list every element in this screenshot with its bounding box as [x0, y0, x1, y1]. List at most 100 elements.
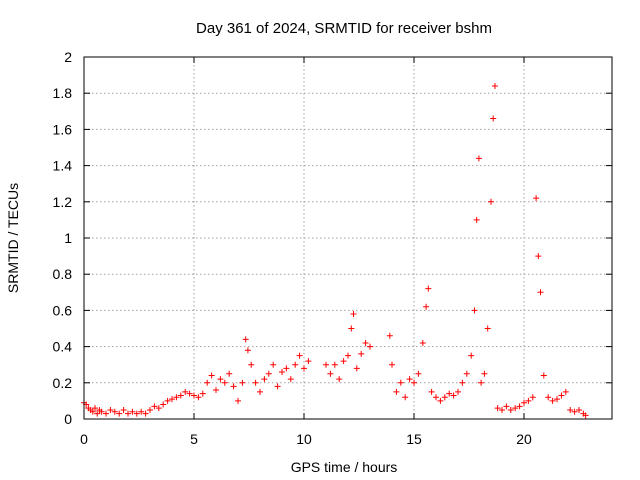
data-point: [270, 361, 277, 368]
data-point: [239, 379, 246, 386]
x-tick-labels: 0 5 10 15 20: [80, 431, 532, 447]
data-point: [89, 408, 96, 415]
data-point: [195, 394, 202, 401]
data-point: [367, 343, 373, 350]
data-point: [488, 198, 494, 205]
data-point: [386, 332, 393, 339]
data-point: [221, 379, 228, 386]
y-tick-label: 1.2: [53, 194, 73, 210]
data-point: [340, 358, 347, 365]
data-point: [428, 388, 435, 395]
x-tick-label: 20: [516, 431, 532, 447]
data-point: [244, 347, 251, 354]
data-point: [406, 376, 413, 383]
data-point: [125, 410, 131, 417]
data-point: [554, 396, 560, 403]
data-point: [323, 361, 329, 368]
data-point: [362, 339, 369, 346]
data-point: [274, 383, 281, 390]
data-point: [107, 406, 114, 413]
data-point: [296, 352, 303, 359]
data-point: [512, 405, 519, 412]
data-point: [423, 303, 430, 310]
y-tick-labels: 0 0.2 0.4 0.6 0.8 1 1.2 1.4 1.6 1.8 2: [53, 49, 73, 427]
data-point: [133, 410, 140, 417]
data-point: [305, 358, 312, 365]
axis-ticks: [83, 56, 612, 420]
data-point: [468, 352, 475, 359]
data-point: [582, 412, 589, 419]
data-point: [484, 325, 491, 332]
data-point: [402, 394, 409, 401]
data-point: [261, 376, 268, 383]
data-point: [92, 405, 98, 412]
data-point: [257, 388, 263, 395]
data-point: [411, 379, 417, 386]
y-tick-label: 0.4: [53, 339, 73, 355]
data-point: [204, 379, 211, 386]
y-tick-label: 0.6: [53, 302, 73, 318]
data-point: [499, 406, 505, 413]
data-point: [459, 379, 466, 386]
data-point: [208, 372, 215, 379]
data-point: [98, 408, 105, 415]
data-point: [529, 394, 536, 401]
data-point: [248, 361, 255, 368]
data-point: [155, 405, 162, 412]
y-tick-label: 1.4: [53, 158, 73, 174]
y-tick-label: 0: [64, 411, 72, 427]
data-point: [491, 82, 498, 89]
data-point: [138, 408, 145, 415]
data-point: [503, 403, 510, 410]
data-point: [331, 361, 338, 368]
grid-lines: [84, 57, 612, 419]
data-point: [217, 376, 224, 383]
data-point: [415, 370, 422, 377]
data-point: [160, 401, 167, 408]
data-point: [252, 379, 259, 386]
data-point: [336, 376, 343, 383]
data-point: [265, 370, 272, 377]
data-point: [419, 339, 426, 346]
data-point: [545, 394, 552, 401]
data-point: [475, 155, 482, 162]
data-point: [350, 311, 357, 318]
data-point: [120, 406, 127, 413]
data-point: [393, 388, 400, 395]
data-point: [433, 394, 439, 401]
data-point: [450, 392, 457, 399]
data-point: [191, 392, 197, 399]
data-point: [287, 376, 294, 383]
data-point: [455, 388, 461, 395]
data-point: [558, 392, 565, 399]
data-point: [358, 350, 365, 357]
data-point: [348, 325, 355, 332]
data-point: [182, 388, 189, 395]
y-tick-label: 2: [64, 49, 72, 65]
y-tick-label: 1.8: [53, 85, 73, 101]
data-point: [94, 410, 101, 417]
data-point: [516, 403, 523, 410]
data-point: [567, 406, 574, 413]
x-tick-label: 0: [80, 431, 88, 447]
data-point: [164, 397, 171, 404]
data-point: [353, 365, 360, 372]
data-point: [283, 365, 290, 372]
chart-title: Day 361 of 2024, SRMTID for receiver bsh…: [196, 20, 492, 37]
data-point: [169, 396, 175, 403]
data-point: [473, 216, 480, 223]
x-tick-label: 5: [190, 431, 198, 447]
y-tick-label: 1.6: [53, 121, 73, 137]
x-axis-label: GPS time / hours: [291, 459, 398, 475]
data-point: [327, 370, 334, 377]
data-point: [292, 361, 299, 368]
data-point: [103, 410, 109, 417]
data-point: [142, 410, 149, 417]
y-tick-label: 0.2: [53, 375, 73, 391]
data-point: [129, 408, 136, 415]
data-point: [478, 379, 485, 386]
x-tick-label: 15: [406, 431, 422, 447]
data-point: [521, 399, 527, 406]
data-point: [537, 289, 544, 296]
data-point: [533, 195, 540, 202]
